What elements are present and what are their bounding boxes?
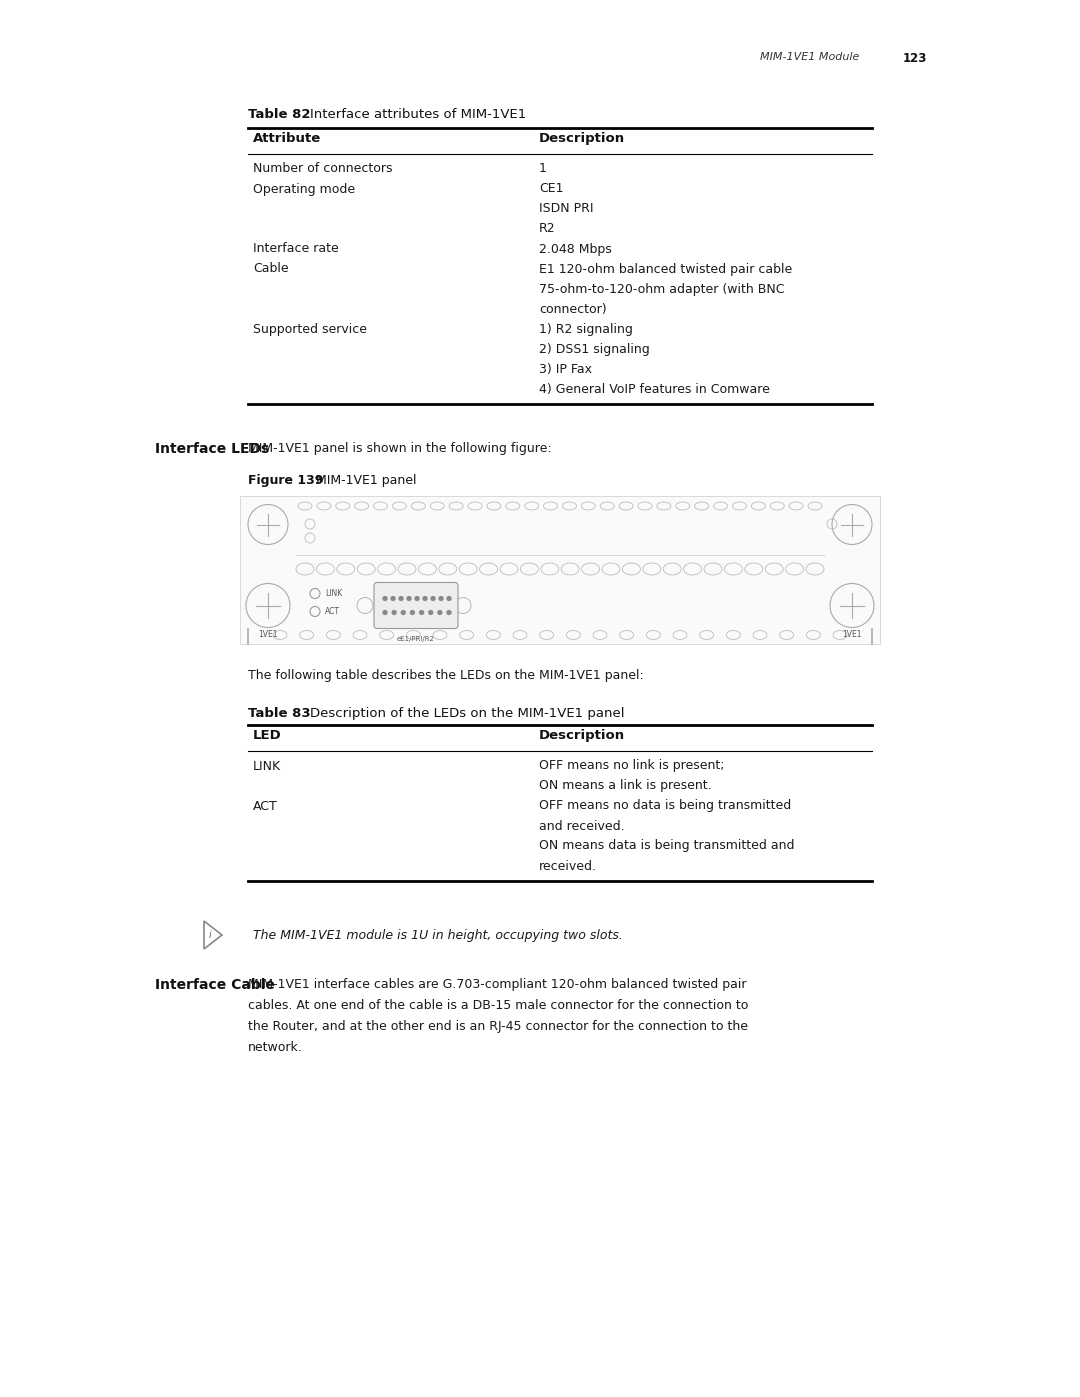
Text: MIM-1VE1 panel is shown in the following figure:: MIM-1VE1 panel is shown in the following…	[248, 441, 552, 455]
Text: Interface rate: Interface rate	[253, 243, 339, 256]
Text: Attribute: Attribute	[253, 131, 321, 145]
Text: connector): connector)	[539, 303, 607, 316]
Circle shape	[392, 610, 396, 615]
Text: Figure 139: Figure 139	[248, 474, 323, 488]
Text: 123: 123	[903, 52, 928, 66]
Circle shape	[401, 610, 406, 615]
Text: OFF means no link is present;: OFF means no link is present;	[539, 760, 725, 773]
Circle shape	[437, 610, 443, 615]
Text: Interface LEDs: Interface LEDs	[156, 441, 269, 455]
Text: 1VE1: 1VE1	[258, 630, 278, 638]
Text: Description: Description	[539, 729, 625, 742]
Text: ON means a link is present.: ON means a link is present.	[539, 780, 712, 792]
Text: Description: Description	[539, 131, 625, 145]
Circle shape	[415, 597, 419, 601]
Text: MIM-1VE1 Module: MIM-1VE1 Module	[760, 52, 860, 61]
Text: LINK: LINK	[325, 590, 342, 598]
Text: LINK: LINK	[253, 760, 281, 773]
Circle shape	[428, 610, 433, 615]
Text: The MIM-1VE1 module is 1U in height, occupying two slots.: The MIM-1VE1 module is 1U in height, occ…	[253, 929, 623, 942]
Text: ISDN PRI: ISDN PRI	[539, 203, 594, 215]
Text: LED: LED	[253, 729, 282, 742]
Text: Number of connectors: Number of connectors	[253, 162, 392, 176]
Text: Table 82: Table 82	[248, 108, 311, 122]
Text: R2: R2	[539, 222, 555, 236]
Text: 1: 1	[539, 162, 546, 176]
Text: ACT: ACT	[325, 608, 340, 616]
Text: 4) General VoIP features in Comware: 4) General VoIP features in Comware	[539, 383, 770, 395]
Circle shape	[446, 597, 451, 601]
Circle shape	[382, 610, 388, 615]
Text: network.: network.	[248, 1041, 302, 1053]
Text: Description of the LEDs on the MIM-1VE1 panel: Description of the LEDs on the MIM-1VE1 …	[310, 707, 624, 719]
Text: 1) R2 signaling: 1) R2 signaling	[539, 323, 633, 335]
Circle shape	[419, 610, 424, 615]
Text: 75-ohm-to-120-ohm adapter (with BNC: 75-ohm-to-120-ohm adapter (with BNC	[539, 282, 784, 296]
FancyBboxPatch shape	[240, 496, 880, 644]
Text: CE1: CE1	[539, 183, 564, 196]
Circle shape	[382, 597, 388, 601]
Circle shape	[406, 597, 411, 601]
Text: Interface Cable: Interface Cable	[156, 978, 275, 992]
Text: Table 83: Table 83	[248, 707, 311, 719]
Circle shape	[391, 597, 395, 601]
Text: eE1/PRI/R2: eE1/PRI/R2	[397, 636, 435, 641]
Text: ACT: ACT	[253, 799, 278, 813]
Text: Operating mode: Operating mode	[253, 183, 355, 196]
Text: Supported service: Supported service	[253, 323, 367, 335]
Circle shape	[438, 597, 444, 601]
Text: The following table describes the LEDs on the MIM-1VE1 panel:: The following table describes the LEDs o…	[248, 669, 644, 682]
Text: 3) IP Fax: 3) IP Fax	[539, 362, 592, 376]
Text: cables. At one end of the cable is a DB-15 male connector for the connection to: cables. At one end of the cable is a DB-…	[248, 999, 748, 1011]
Text: and received.: and received.	[539, 820, 624, 833]
Text: ON means data is being transmitted and: ON means data is being transmitted and	[539, 840, 795, 852]
Circle shape	[410, 610, 415, 615]
Text: 1VE1: 1VE1	[842, 630, 862, 638]
FancyBboxPatch shape	[374, 583, 458, 629]
Circle shape	[399, 597, 404, 601]
Circle shape	[446, 610, 451, 615]
Text: Cable: Cable	[253, 263, 288, 275]
Text: i: i	[208, 930, 212, 940]
Text: received.: received.	[539, 859, 597, 873]
Circle shape	[422, 597, 428, 601]
Text: OFF means no data is being transmitted: OFF means no data is being transmitted	[539, 799, 792, 813]
Text: Interface attributes of MIM-1VE1: Interface attributes of MIM-1VE1	[310, 108, 526, 122]
Text: the Router, and at the other end is an RJ-45 connector for the connection to the: the Router, and at the other end is an R…	[248, 1020, 748, 1032]
Text: MIM-1VE1 panel: MIM-1VE1 panel	[316, 474, 417, 488]
Text: MIM-1VE1 interface cables are G.703-compliant 120-ohm balanced twisted pair: MIM-1VE1 interface cables are G.703-comp…	[248, 978, 746, 990]
Text: 2) DSS1 signaling: 2) DSS1 signaling	[539, 342, 650, 355]
Text: 2.048 Mbps: 2.048 Mbps	[539, 243, 611, 256]
Circle shape	[431, 597, 435, 601]
Text: E1 120-ohm balanced twisted pair cable: E1 120-ohm balanced twisted pair cable	[539, 263, 793, 275]
